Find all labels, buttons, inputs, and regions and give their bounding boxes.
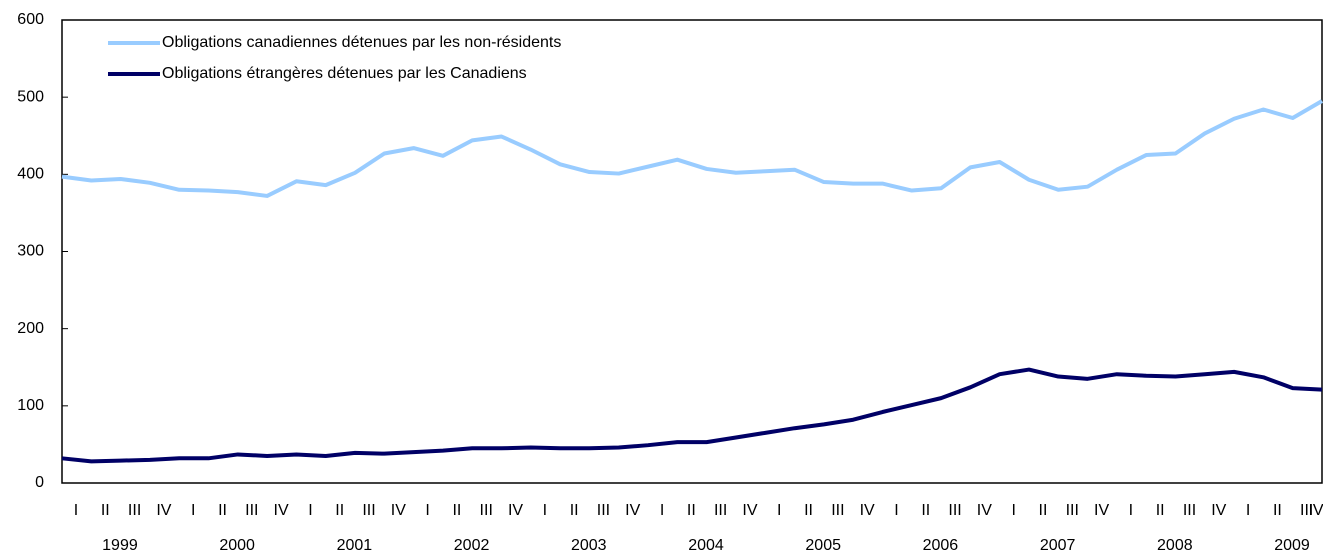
year-label: 2003: [571, 537, 607, 554]
x-tick-label: I: [74, 502, 78, 519]
x-tick-label: III: [831, 502, 844, 519]
x-tick-label: IV: [1211, 502, 1226, 519]
x-tick-label: I: [308, 502, 312, 519]
y-tick-label: 600: [17, 11, 44, 28]
x-tick-label: IV: [742, 502, 757, 519]
y-tick-label: 200: [17, 320, 44, 337]
x-tick-label: II: [804, 502, 813, 519]
year-label: 2007: [1040, 537, 1076, 554]
x-tick-label: III: [597, 502, 610, 519]
x-tick-label: IV: [1308, 502, 1323, 519]
year-label: 2001: [337, 537, 373, 554]
y-tick-label: 100: [17, 397, 44, 414]
x-tick-label: I: [777, 502, 781, 519]
x-tick-label: IV: [977, 502, 992, 519]
x-tick-label: IV: [1094, 502, 1109, 519]
x-tick-label: I: [543, 502, 547, 519]
x-tick-label: III: [245, 502, 258, 519]
x-tick-label: II: [218, 502, 227, 519]
x-tick-label: III: [714, 502, 727, 519]
x-tick-label: I: [1011, 502, 1015, 519]
x-tick-label: III: [1183, 502, 1196, 519]
x-tick-label: IV: [625, 502, 640, 519]
y-tick-label: 400: [17, 166, 44, 183]
x-tick-label: I: [894, 502, 898, 519]
y-tick-label: 0: [35, 474, 44, 491]
year-label: 2002: [454, 537, 490, 554]
year-label: 2006: [923, 537, 959, 554]
x-tick-label: II: [687, 502, 696, 519]
line-series: [61, 99, 1323, 198]
x-tick-label: I: [1129, 502, 1133, 519]
x-tick-label: III: [128, 502, 141, 519]
x-tick-label: IV: [860, 502, 875, 519]
x-tick-label: IV: [156, 502, 171, 519]
x-tick-label: II: [452, 502, 461, 519]
x-tick-label: II: [570, 502, 579, 519]
x-tick-label: II: [1156, 502, 1165, 519]
y-tick-label: 500: [17, 88, 44, 105]
x-tick-label: II: [921, 502, 930, 519]
year-label: 1999: [102, 537, 138, 554]
x-tick-label: III: [362, 502, 375, 519]
x-tick-label: IV: [391, 502, 406, 519]
legend-label: Obligations étrangères détenues par les …: [162, 65, 527, 82]
x-tick-label: III: [480, 502, 493, 519]
x-tick-label: I: [660, 502, 664, 519]
year-label: 2005: [805, 537, 841, 554]
x-tick-label: III: [1300, 502, 1313, 519]
year-label: 2000: [219, 537, 255, 554]
x-tick-label: II: [1273, 502, 1282, 519]
x-tick-label: II: [335, 502, 344, 519]
plot-frame: [61, 19, 1323, 484]
y-tick-label: 300: [17, 243, 44, 260]
year-label: 2009: [1274, 537, 1310, 554]
x-tick-label: IV: [508, 502, 523, 519]
x-tick-label: IV: [274, 502, 289, 519]
x-tick-label: II: [101, 502, 110, 519]
year-label: 2004: [688, 537, 724, 554]
legend-label: Obligations canadiennes détenues par les…: [162, 34, 561, 51]
x-tick-label: III: [1066, 502, 1079, 519]
x-tick-label: III: [948, 502, 961, 519]
x-tick-label: II: [1039, 502, 1048, 519]
x-tick-label: I: [425, 502, 429, 519]
x-tick-label: I: [191, 502, 195, 519]
year-label: 2008: [1157, 537, 1193, 554]
line-series: [61, 367, 1323, 464]
x-tick-label: I: [1246, 502, 1250, 519]
